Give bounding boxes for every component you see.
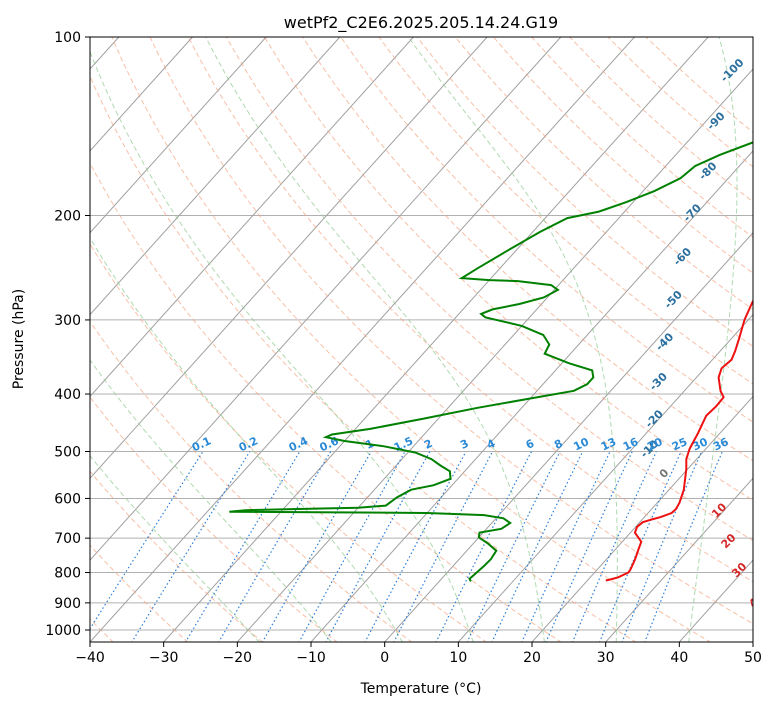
- moist-adiabat-label: 40: [746, 590, 766, 610]
- moist-adiabat-line: [408, 37, 617, 643]
- x-tick-label: 30: [597, 650, 615, 666]
- moist-adiabat-line: [84, 37, 473, 643]
- mixing-ratio-line: [365, 452, 466, 643]
- dry-adiabat-line: [493, 37, 775, 643]
- mixing-ratio-line: [467, 452, 560, 643]
- mixing-ratio-line: [645, 452, 723, 643]
- dry-adiabat-line: [150, 37, 775, 643]
- mixing-ratio-line: [262, 452, 371, 643]
- moist-adiabat-line: [11, 62, 403, 643]
- mixing-ratio-label: 4: [485, 437, 498, 452]
- temperature-line: [606, 37, 775, 581]
- chart-title: wetPf2_C2E6.2025.205.14.24.G19: [284, 13, 558, 33]
- isotherm-line: [310, 37, 775, 643]
- dry-adiabat-line: [0, 37, 487, 643]
- x-tick-label: −10: [296, 650, 326, 666]
- isotherm-line: [0, 37, 414, 643]
- x-tick-label: 50: [744, 650, 762, 666]
- mixing-ratio-label: 2: [422, 437, 434, 452]
- moist-adiabat-label: 20: [719, 531, 739, 551]
- moist-adiabat-line: [0, 105, 332, 643]
- moist-adiabat-label: 30: [729, 560, 749, 580]
- dry-adiabat-line: [0, 37, 263, 643]
- mixing-ratio-line: [81, 452, 203, 643]
- x-tick-label: 10: [449, 650, 467, 666]
- dry-adiabat-label: -90: [704, 109, 727, 132]
- y-tick-label: 400: [54, 387, 81, 403]
- dry-adiabat-label: -60: [671, 245, 694, 268]
- mixing-ratio-line: [492, 452, 583, 643]
- mixing-ratio-line: [185, 452, 299, 643]
- plot-frame: [90, 37, 753, 642]
- dewpoint-line: [229, 37, 775, 581]
- mixing-ratio-line: [326, 452, 430, 643]
- mixing-ratio-lines: [81, 452, 722, 643]
- dry-adiabat-line: [0, 37, 338, 643]
- dry-adiabat-label: -50: [662, 288, 685, 311]
- y-tick-label: 100: [54, 30, 81, 46]
- dry-adiabat-label: -40: [653, 330, 676, 353]
- x-tick-label: 20: [523, 650, 541, 666]
- moist-adiabat-label: 10: [709, 500, 729, 520]
- x-tick-label: 0: [380, 650, 389, 666]
- mixing-ratio-line: [546, 452, 632, 643]
- y-tick-label: 300: [54, 313, 81, 329]
- profile-series: [229, 37, 775, 581]
- y-tick-label: 900: [54, 596, 81, 612]
- isotherm-line: [0, 37, 266, 643]
- y-tick-label: 500: [54, 444, 81, 460]
- y-tick-label: 800: [54, 566, 81, 582]
- x-tick-label: −20: [223, 650, 253, 666]
- dry-adiabat-label: -20: [643, 407, 666, 430]
- isotherm-line: [0, 37, 487, 643]
- isotherm-line: [16, 37, 561, 643]
- reference-line-labels: -100-90-80-70-60-50-40-30-20-10010203040…: [190, 56, 767, 610]
- moist-adiabat-line: [206, 37, 545, 643]
- y-tick-label: 700: [54, 531, 81, 547]
- y-tick-label: 200: [54, 209, 81, 225]
- x-tick-label: 40: [670, 650, 688, 666]
- dry-adiabat-line: [0, 37, 412, 643]
- mixing-ratio-label: 10: [572, 435, 592, 453]
- mixing-ratio-line: [572, 452, 656, 643]
- dry-adiabat-label: -30: [647, 370, 670, 393]
- dry-adiabat-line: [0, 37, 188, 643]
- y-tick-label: 1000: [45, 623, 81, 639]
- x-tick-label: −30: [149, 650, 179, 666]
- moist-adiabat-line: [0, 150, 260, 643]
- dry-adiabat-line: [608, 37, 775, 643]
- mixing-ratio-label: 25: [670, 435, 689, 453]
- isotherm-line: [752, 37, 775, 643]
- mixing-ratio-label: 13: [599, 435, 618, 453]
- isotherm-line: [605, 37, 775, 643]
- x-axis-label: Temperature (°C): [360, 681, 482, 697]
- mixing-ratio-label: 3: [458, 437, 470, 452]
- y-axis-label: Pressure (hPa): [11, 289, 27, 389]
- mixing-ratio-line: [622, 452, 702, 643]
- isotherm-line: [237, 37, 775, 643]
- x-tick-label: −40: [75, 650, 105, 666]
- dry-adiabat-label: 0: [657, 466, 672, 481]
- isotherm-line: [89, 37, 634, 643]
- plot-content: -100-90-80-70-60-50-40-30-20-10010203040…: [0, 37, 775, 643]
- mixing-ratio-line: [132, 452, 250, 643]
- mixing-ratio-label: 6: [524, 437, 537, 452]
- mixing-ratio-label: 30: [690, 435, 710, 453]
- mixing-ratio-label: 36: [711, 435, 731, 453]
- isobar-gridlines: [90, 37, 753, 630]
- dry-adiabat-line: [265, 37, 775, 643]
- y-tick-label: 600: [54, 491, 81, 507]
